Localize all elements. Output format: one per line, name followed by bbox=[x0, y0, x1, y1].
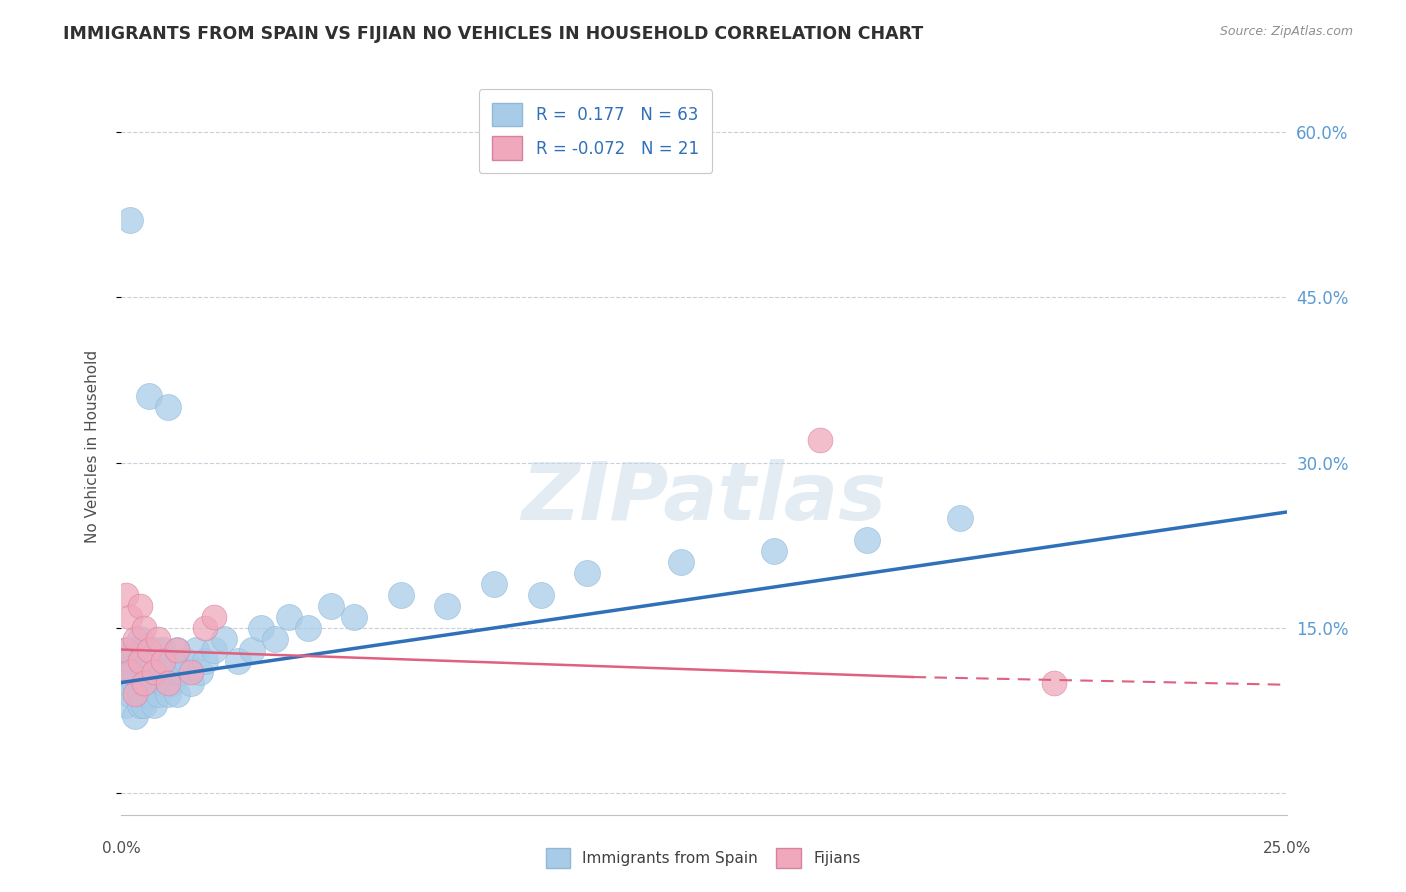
Point bbox=[142, 665, 165, 679]
Point bbox=[162, 654, 184, 668]
Point bbox=[134, 675, 156, 690]
Text: 25.0%: 25.0% bbox=[1263, 841, 1310, 856]
Point bbox=[120, 213, 142, 227]
Point bbox=[124, 642, 146, 657]
Point bbox=[762, 543, 785, 558]
Point bbox=[669, 555, 692, 569]
Y-axis label: No Vehicles in Household: No Vehicles in Household bbox=[86, 350, 100, 542]
Point bbox=[202, 609, 225, 624]
Point bbox=[166, 687, 188, 701]
Point bbox=[134, 675, 156, 690]
Point bbox=[152, 642, 174, 657]
Point bbox=[1042, 675, 1064, 690]
Point bbox=[120, 675, 142, 690]
Point bbox=[124, 675, 146, 690]
Point bbox=[482, 576, 505, 591]
Text: IMMIGRANTS FROM SPAIN VS FIJIAN NO VEHICLES IN HOUSEHOLD CORRELATION CHART: IMMIGRANTS FROM SPAIN VS FIJIAN NO VEHIC… bbox=[63, 25, 924, 43]
Point bbox=[148, 654, 170, 668]
Point bbox=[134, 665, 156, 679]
Text: Source: ZipAtlas.com: Source: ZipAtlas.com bbox=[1219, 25, 1353, 38]
Point bbox=[124, 708, 146, 723]
Point bbox=[156, 665, 179, 679]
Point bbox=[184, 642, 207, 657]
Legend: R =  0.177   N = 63, R = -0.072   N = 21: R = 0.177 N = 63, R = -0.072 N = 21 bbox=[479, 89, 713, 173]
Text: ZIPatlas: ZIPatlas bbox=[522, 458, 886, 537]
Point bbox=[120, 665, 142, 679]
Point bbox=[530, 588, 553, 602]
Point bbox=[264, 632, 287, 646]
Text: 0.0%: 0.0% bbox=[101, 841, 141, 856]
Point bbox=[156, 675, 179, 690]
Point bbox=[142, 642, 165, 657]
Point bbox=[949, 510, 972, 524]
Point bbox=[128, 654, 150, 668]
Point bbox=[114, 698, 136, 712]
Point bbox=[194, 621, 217, 635]
Point bbox=[128, 599, 150, 613]
Point bbox=[170, 665, 193, 679]
Point bbox=[156, 401, 179, 415]
Point bbox=[152, 675, 174, 690]
Point bbox=[120, 609, 142, 624]
Point bbox=[120, 687, 142, 701]
Point bbox=[138, 642, 160, 657]
Point bbox=[128, 654, 150, 668]
Point bbox=[120, 654, 142, 668]
Point bbox=[166, 642, 188, 657]
Legend: Immigrants from Spain, Fijians: Immigrants from Spain, Fijians bbox=[540, 842, 866, 873]
Point bbox=[134, 642, 156, 657]
Point bbox=[148, 632, 170, 646]
Point bbox=[180, 675, 202, 690]
Point bbox=[124, 665, 146, 679]
Point bbox=[856, 533, 879, 547]
Point bbox=[389, 588, 412, 602]
Point bbox=[138, 389, 160, 403]
Point bbox=[190, 665, 212, 679]
Point bbox=[162, 675, 184, 690]
Point bbox=[343, 609, 366, 624]
Point bbox=[142, 675, 165, 690]
Point bbox=[180, 665, 202, 679]
Point bbox=[576, 566, 599, 580]
Point bbox=[134, 621, 156, 635]
Point bbox=[152, 654, 174, 668]
Point bbox=[166, 642, 188, 657]
Point bbox=[148, 665, 170, 679]
Point bbox=[148, 687, 170, 701]
Point bbox=[212, 632, 235, 646]
Point bbox=[114, 642, 136, 657]
Point bbox=[810, 434, 832, 448]
Point bbox=[226, 654, 249, 668]
Point bbox=[128, 632, 150, 646]
Point bbox=[114, 642, 136, 657]
Point bbox=[128, 698, 150, 712]
Point bbox=[436, 599, 458, 613]
Point bbox=[240, 642, 263, 657]
Point bbox=[134, 698, 156, 712]
Point bbox=[297, 621, 319, 635]
Point bbox=[114, 588, 136, 602]
Point bbox=[124, 687, 146, 701]
Point bbox=[142, 698, 165, 712]
Point bbox=[250, 621, 273, 635]
Point bbox=[128, 687, 150, 701]
Point bbox=[114, 665, 136, 679]
Point bbox=[319, 599, 342, 613]
Point bbox=[138, 687, 160, 701]
Point bbox=[194, 654, 217, 668]
Point bbox=[156, 687, 179, 701]
Point bbox=[138, 654, 160, 668]
Point bbox=[202, 642, 225, 657]
Point bbox=[278, 609, 301, 624]
Point bbox=[124, 632, 146, 646]
Point bbox=[176, 654, 198, 668]
Point bbox=[138, 665, 160, 679]
